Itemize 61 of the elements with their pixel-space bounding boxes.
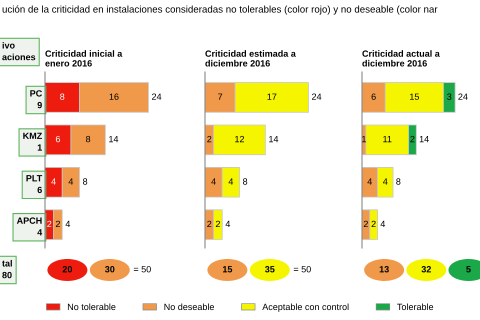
data-label: 6 <box>372 93 376 100</box>
legend-label: No tolerable <box>68 303 116 310</box>
data-label: 4 <box>382 178 388 185</box>
data-label: 2 <box>364 220 368 228</box>
total-label: 14 <box>109 136 118 142</box>
data-label: 4 <box>68 178 74 185</box>
total-label: 8 <box>396 178 400 185</box>
data-label: 2 <box>216 220 220 228</box>
text: 30 <box>104 266 114 272</box>
data-label: 17 <box>267 94 276 100</box>
data-label: 2 <box>207 136 212 142</box>
data-label: 2 <box>207 220 212 228</box>
total-label: 8 <box>242 178 248 185</box>
y-tick-label: APCH 4 <box>16 217 42 236</box>
total-label: 4 <box>226 220 230 228</box>
text: ución de la criticidad en instalaciones consideradas no tolerables (color rojo) y no deseable (color nar <box>2 5 438 15</box>
y-tick-label: PLT 6 <box>26 175 42 194</box>
chart-title: Criticidad estimada a diciembre 2016 <box>205 50 296 67</box>
text: 15 <box>222 266 232 272</box>
data-label: 3 <box>447 93 452 100</box>
y-tick-label: KMZ 1 <box>23 132 42 151</box>
total-label: 24 <box>152 93 162 100</box>
data-label: 15 <box>410 94 420 100</box>
data-label: 6 <box>56 136 60 142</box>
data-label: 2 <box>56 220 60 228</box>
data-label: 4 <box>211 178 216 185</box>
total-label: 4 <box>66 220 70 228</box>
data-label: 4 <box>51 178 56 185</box>
text: 20 <box>62 266 72 272</box>
text: = 50 <box>134 266 151 272</box>
text: = 50 <box>294 266 311 272</box>
data-label: 12 <box>235 136 244 142</box>
data-label: 4 <box>228 178 234 185</box>
y-tick-label: PC 9 <box>30 90 42 108</box>
data-label: 1 <box>362 136 366 142</box>
data-label: 8 <box>60 93 64 100</box>
legend-label: No deseable <box>164 303 214 310</box>
total-label: 14 <box>269 136 278 142</box>
total-label: 4 <box>380 220 386 228</box>
total-label: 14 <box>420 136 429 142</box>
text: 35 <box>264 266 275 272</box>
chart-title: Criticidad inicial a enero 2016 <box>45 50 122 67</box>
total-label: 24 <box>312 93 322 100</box>
text: 32 <box>422 266 431 272</box>
data-label: 2 <box>410 136 414 142</box>
total-label: 24 <box>458 93 468 100</box>
text: tal 80 <box>2 260 12 278</box>
data-label: 8 <box>86 136 90 142</box>
legend-label: Tolerable <box>397 303 434 310</box>
data-label: 4 <box>367 178 372 185</box>
legend-label: Aceptable con control <box>262 303 348 312</box>
chart-title: Criticidad actual a diciembre 2016 <box>362 50 440 67</box>
data-label: 11 <box>383 136 392 142</box>
data-label: 16 <box>110 93 119 100</box>
text: ivo aciones <box>2 42 36 60</box>
data-label: 7 <box>218 94 222 100</box>
data-label: 2 <box>372 220 376 228</box>
total-label: 8 <box>82 178 88 185</box>
text: 13 <box>380 266 389 272</box>
text: 5 <box>466 266 471 272</box>
data-label: 2 <box>47 220 52 228</box>
